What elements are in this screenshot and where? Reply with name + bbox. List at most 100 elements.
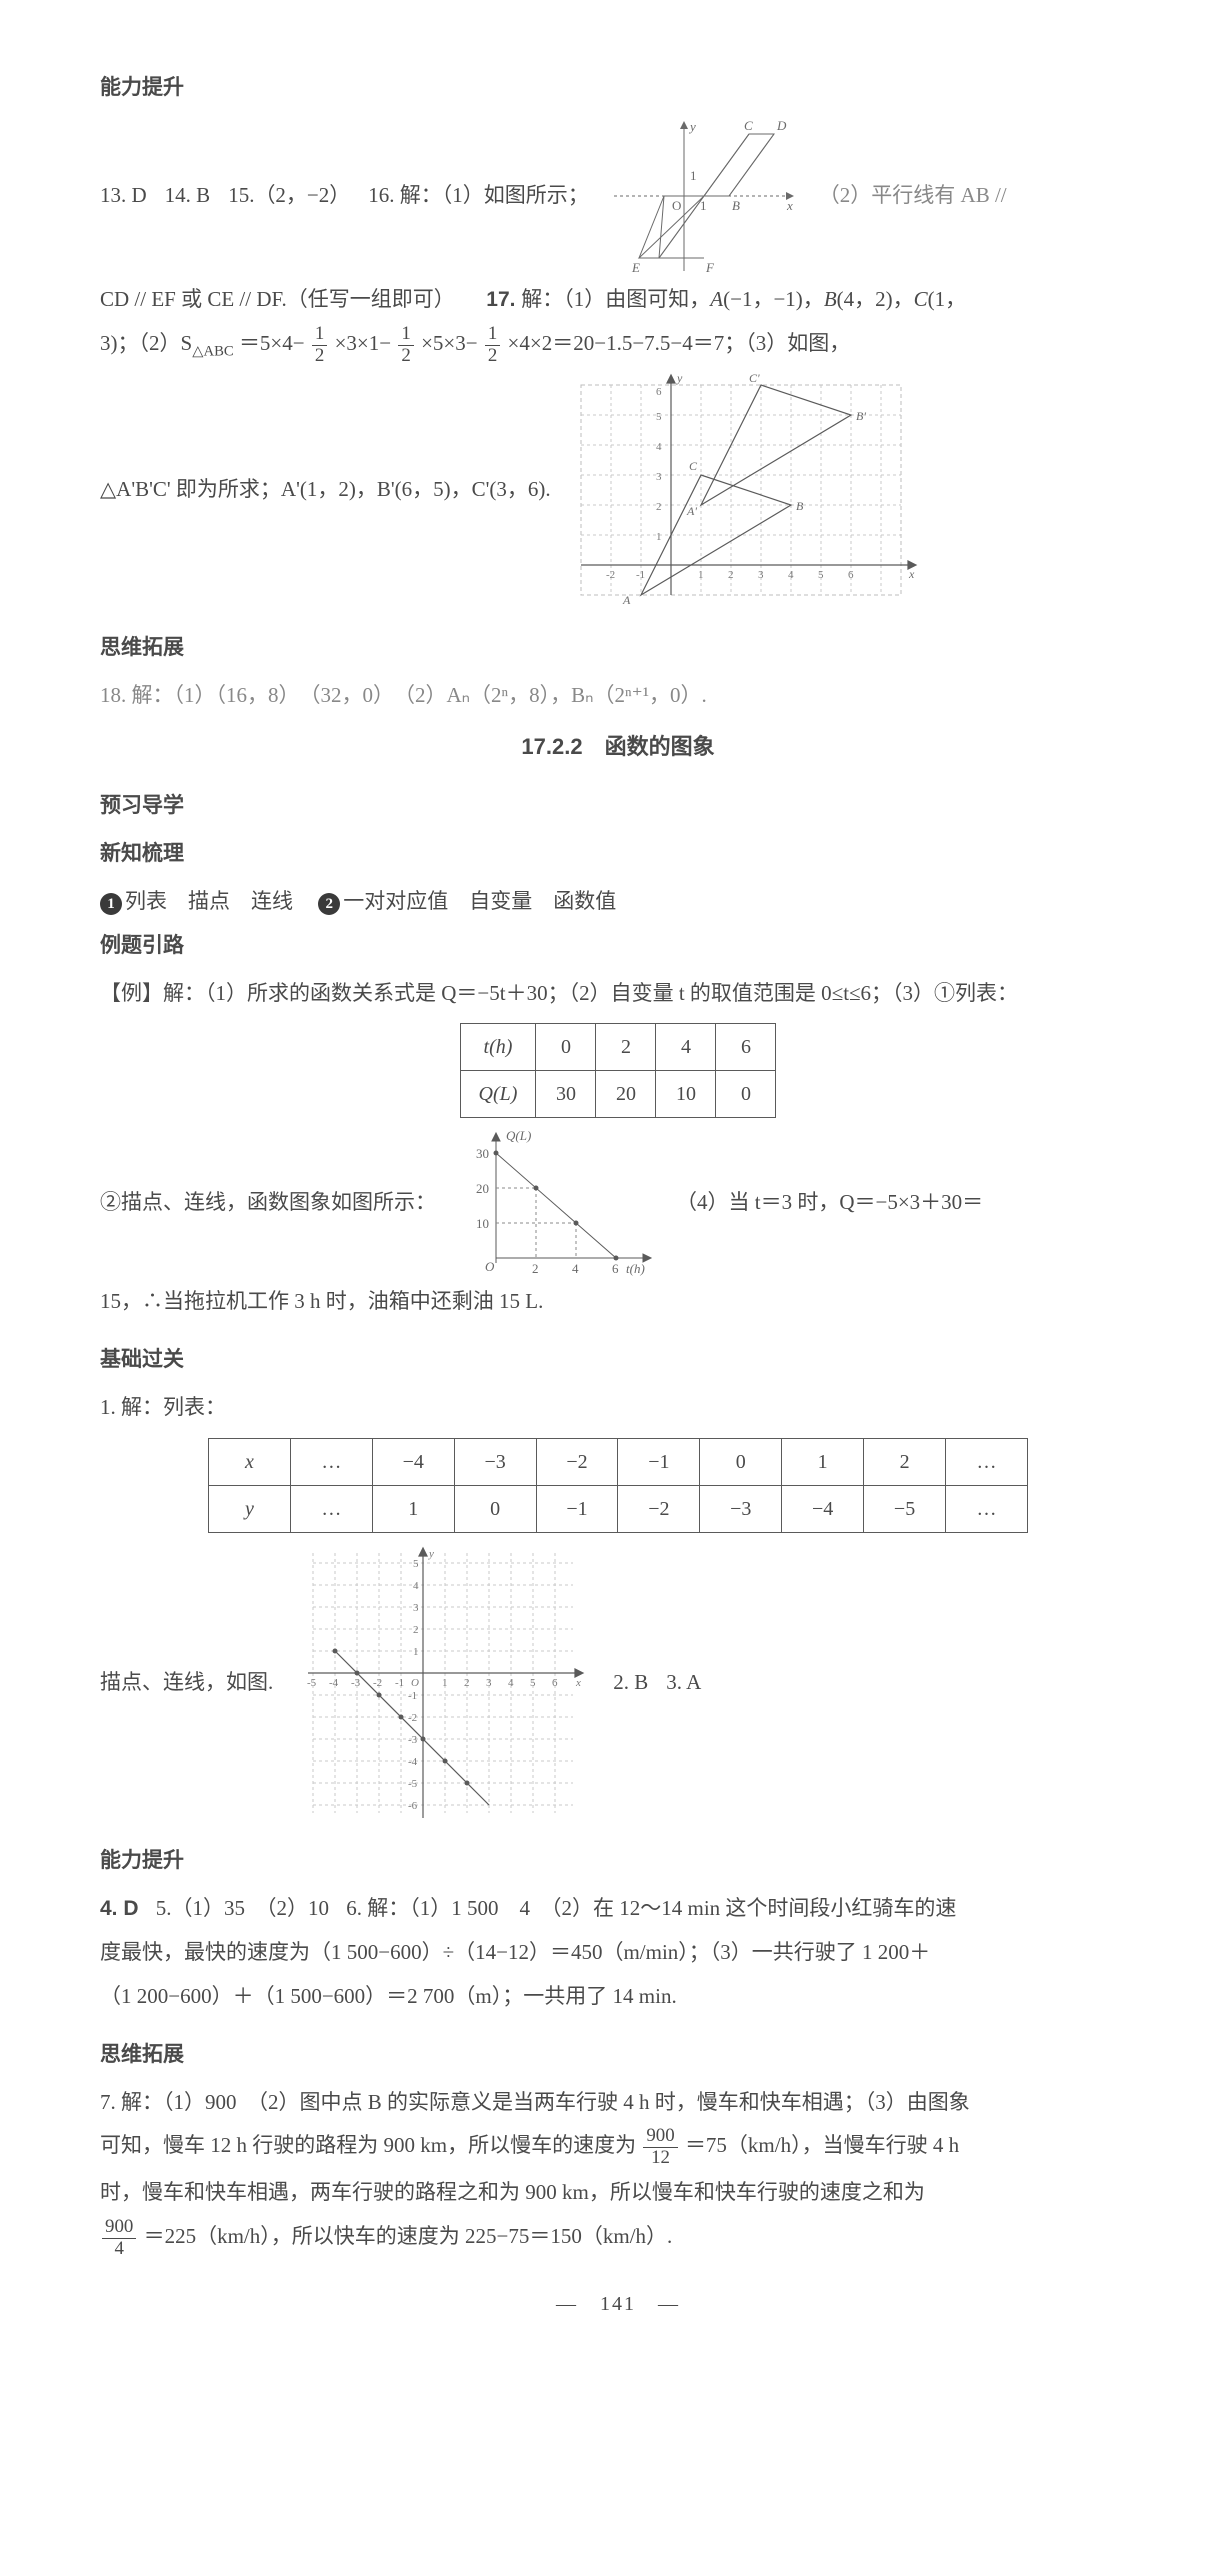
section-xzsl: 新知梳理 bbox=[100, 834, 1136, 874]
q16-post: （2）平行线有 AB // bbox=[819, 176, 1007, 216]
q4: 4. D bbox=[100, 1897, 139, 1920]
td: 20 bbox=[596, 1071, 656, 1118]
td: 1 bbox=[782, 1439, 864, 1486]
q16-pre: 16. 解：（1）如图所示； bbox=[368, 176, 589, 216]
svg-text:5: 5 bbox=[818, 569, 824, 581]
svg-text:6: 6 bbox=[656, 386, 662, 398]
q1-pre: 1. 解：列表： bbox=[100, 1388, 1136, 1428]
svg-text:5: 5 bbox=[530, 1677, 536, 1689]
svg-text:t(h): t(h) bbox=[626, 1261, 645, 1276]
q17a-text: 解：（1）由图可知，A(−1，−1)，B(4，2)，C(1， bbox=[521, 287, 966, 311]
svg-text:6: 6 bbox=[612, 1261, 619, 1276]
td: 2 bbox=[596, 1024, 656, 1071]
q7b: 可知，慢车 12 h 行驶的路程为 900 km，所以慢车的速度为 90012 … bbox=[100, 2126, 1136, 2169]
q4-q6a: 4. D 5.（1）35 （2）10 6. 解：（1）1 500 4 （2）在 … bbox=[100, 1889, 1136, 1929]
q17b-mid2: ×3×1− bbox=[335, 331, 392, 355]
svg-text:-4: -4 bbox=[408, 1756, 418, 1768]
td: 1 bbox=[372, 1486, 454, 1533]
svg-text:6: 6 bbox=[552, 1677, 558, 1689]
td: 0 bbox=[454, 1486, 536, 1533]
q2: 2. B bbox=[613, 1663, 648, 1703]
chapter-title: 17.2.2 函数的图象 bbox=[100, 726, 1136, 768]
example-line2-row: ②描点、连线，函数图象如图所示： 30 20 10 O 2 bbox=[100, 1128, 1136, 1278]
q17c-row: △A'B'C' 即为所求；A'(1，2)，B'(6，5)，C'(3，6). bbox=[100, 370, 1136, 610]
th: Q(L) bbox=[460, 1071, 536, 1118]
svg-text:y: y bbox=[688, 119, 696, 134]
svg-text:Q(L): Q(L) bbox=[506, 1128, 531, 1143]
svg-text:A: A bbox=[622, 593, 631, 607]
q14: 14. B bbox=[165, 176, 211, 216]
q7b-post: ＝75（km/h），当慢车行驶 4 h bbox=[685, 2134, 959, 2158]
td: −2 bbox=[536, 1439, 618, 1486]
svg-text:3: 3 bbox=[758, 569, 764, 581]
q6b: 度最快，最快的速度为（1 500−600）÷（14−12）＝450（m/min）… bbox=[100, 1933, 1136, 1973]
svg-text:x: x bbox=[575, 1677, 581, 1689]
svg-text:1: 1 bbox=[700, 198, 707, 213]
q7c: 时，慢车和快车相遇，两车行驶的路程之和为 900 km，所以慢车和快车行驶的速度… bbox=[100, 2173, 1136, 2213]
svg-text:D: D bbox=[776, 118, 787, 133]
table-xy: x … −4 −3 −2 −1 0 1 2 … y … 1 0 −1 −2 −3… bbox=[208, 1438, 1028, 1533]
q1-mid: 描点、连线，如图. bbox=[100, 1663, 273, 1703]
svg-text:3: 3 bbox=[486, 1677, 492, 1689]
svg-text:-2: -2 bbox=[373, 1677, 382, 1689]
section-heading: 能力提升 bbox=[100, 68, 1136, 108]
svg-text:5: 5 bbox=[413, 1558, 419, 1570]
svg-text:-1: -1 bbox=[636, 569, 645, 581]
svg-text:B': B' bbox=[856, 409, 866, 423]
td: −4 bbox=[372, 1439, 454, 1486]
q5: 5.（1）35 （2）10 bbox=[156, 1896, 329, 1920]
graph4-line: -5-4-3 -2-1 O 123 456 123 45 -1-2-3 -4-5… bbox=[293, 1543, 593, 1823]
svg-text:10: 10 bbox=[476, 1216, 489, 1231]
svg-text:O: O bbox=[672, 198, 681, 213]
td: 0 bbox=[536, 1024, 596, 1071]
td: … bbox=[946, 1486, 1028, 1533]
q3: 3. A bbox=[666, 1663, 701, 1703]
frac-900-12: 90012 bbox=[643, 2126, 677, 2169]
q13-16-row: 13. D 14. B 15.（2，−2） 16. 解：（1）如图所示； bbox=[100, 116, 1136, 276]
td: 10 bbox=[656, 1071, 716, 1118]
q6c: （1 200−600）＋（1 500−600）＝2 700（m）；一共用了 14… bbox=[100, 1977, 1136, 2017]
section-yxdx: 预习导学 bbox=[100, 786, 1136, 826]
svg-text:1: 1 bbox=[413, 1646, 419, 1658]
svg-text:-3: -3 bbox=[351, 1677, 361, 1689]
td: … bbox=[290, 1439, 372, 1486]
svg-text:F: F bbox=[705, 260, 715, 275]
line-cd-ef-q17a: CD // EF 或 CE // DF.（任写一组即可） 17. 17. 解：（… bbox=[100, 280, 1136, 320]
frac-900-4: 9004 bbox=[102, 2217, 136, 2260]
svg-text:A': A' bbox=[686, 504, 697, 518]
th: x bbox=[209, 1439, 291, 1486]
svg-text:2: 2 bbox=[532, 1261, 539, 1276]
section-jcgg: 基础过关 bbox=[100, 1340, 1136, 1380]
section-swtz2: 思维拓展 bbox=[100, 2035, 1136, 2075]
td: … bbox=[290, 1486, 372, 1533]
svg-text:-2: -2 bbox=[606, 569, 615, 581]
svg-text:2: 2 bbox=[464, 1677, 470, 1689]
svg-text:-1: -1 bbox=[395, 1677, 404, 1689]
q17b-sub: △ABC bbox=[192, 343, 234, 359]
svg-text:4: 4 bbox=[508, 1677, 514, 1689]
section-nlts2: 能力提升 bbox=[100, 1841, 1136, 1881]
svg-text:4: 4 bbox=[656, 441, 662, 453]
xz2: 一对对应值 自变量 函数值 bbox=[343, 889, 616, 913]
svg-text:O: O bbox=[411, 1677, 419, 1689]
svg-text:y: y bbox=[676, 371, 683, 385]
svg-text:2: 2 bbox=[728, 569, 734, 581]
q17b-line: 3)；（2）S△ABC ＝5×4− 12 ×3×1− 12 ×5×3− 12 ×… bbox=[100, 324, 1136, 367]
td: 2 bbox=[864, 1439, 946, 1486]
svg-text:-4: -4 bbox=[329, 1677, 339, 1689]
q18: 18. 解：（1）（16，8） （32，0） （2）Aₙ（2ⁿ，8），Bₙ（2ⁿ… bbox=[100, 676, 1136, 716]
svg-text:C: C bbox=[689, 459, 698, 473]
graph2-triangles: y x A' B' C' A B C -2-1 123 456 123 456 bbox=[561, 370, 921, 610]
q1-graph-row: 描点、连线，如图. bbox=[100, 1543, 1136, 1823]
ex2-post: （4）当 t＝3 时，Q＝−5×3＋30＝ bbox=[676, 1183, 983, 1223]
xz1: 列表 描点 连线 bbox=[125, 889, 293, 913]
q7d-post: ＝225（km/h），所以快车的速度为 225−75＝150（km/h）. bbox=[144, 2224, 673, 2248]
frac-1-2c: 12 bbox=[485, 324, 500, 367]
section-swtz: 思维拓展 bbox=[100, 628, 1136, 668]
frac-1-2b: 12 bbox=[398, 324, 413, 367]
th: t(h) bbox=[460, 1024, 536, 1071]
svg-text:C: C bbox=[744, 118, 753, 133]
svg-text:-5: -5 bbox=[408, 1778, 418, 1790]
svg-text:-3: -3 bbox=[408, 1734, 418, 1746]
q7d: 9004 ＝225（km/h），所以快车的速度为 225−75＝150（km/h… bbox=[100, 2217, 1136, 2260]
